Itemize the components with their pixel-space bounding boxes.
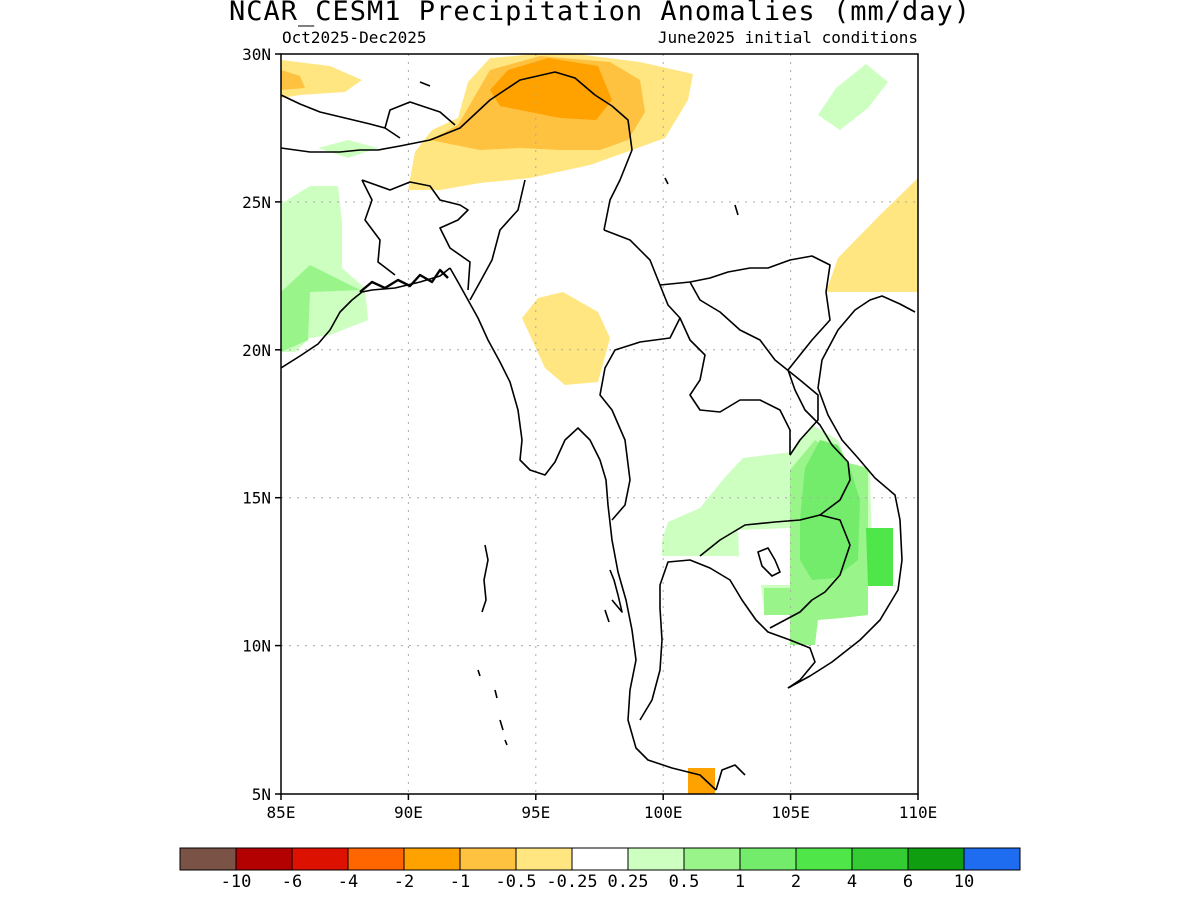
- colorbar-swatch: [683, 847, 741, 871]
- ganges-delta: [359, 268, 449, 293]
- x-tick-105e: 105E: [771, 803, 810, 822]
- map-grid: [281, 54, 918, 794]
- colorbar-label: 6: [903, 872, 913, 892]
- y-tick-20n: 20N: [242, 341, 271, 360]
- laos-thailand-border: [679, 317, 791, 455]
- x-tick-95e: 95E: [521, 803, 550, 822]
- x-tick-110e: 110E: [899, 803, 938, 822]
- anomaly-region-indochina-hole: [738, 528, 790, 585]
- map-frame: [280, 53, 919, 795]
- axis-ticks: [275, 53, 919, 800]
- colorbar-swatch: [907, 847, 965, 871]
- india-border-north: [281, 71, 633, 231]
- colorbar-label: 0.25: [608, 872, 649, 892]
- nepal-border: [281, 94, 401, 139]
- y-axis-labels: 5N 10N 15N 20N 25N 30N: [242, 45, 271, 804]
- colorbar-label: 10: [954, 872, 974, 892]
- colorbar-swatch: [571, 847, 629, 871]
- colorbar-label: 2: [791, 872, 801, 892]
- bhutan-border: [384, 101, 456, 129]
- thailand-myanmar-border: [599, 284, 681, 521]
- colorbar-swatch: [459, 847, 517, 871]
- y-tick-10n: 10N: [242, 637, 271, 656]
- anomaly-shading: [281, 54, 918, 794]
- map-title: NCAR_CESM1 Precipitation Anomalies (mm/d…: [229, 0, 971, 27]
- myanmar-india-border: [469, 179, 526, 301]
- anomaly-region-east-india-mid: [281, 265, 360, 352]
- x-tick-100e: 100E: [644, 803, 683, 822]
- anomaly-region-malaya: [688, 768, 715, 794]
- initial-conditions: June2025 initial conditions: [657, 28, 918, 47]
- thailand-gulf-coastline: [639, 559, 816, 721]
- anomaly-region-sichuan: [818, 64, 888, 130]
- colorbar-swatch: [851, 847, 909, 871]
- y-tick-15n: 15N: [242, 489, 271, 508]
- india-coastline: [281, 267, 451, 369]
- colorbar-swatch: [347, 847, 405, 871]
- cambodia-border: [699, 514, 851, 629]
- nicobar-islands: [477, 669, 508, 746]
- vietnam-laos-border: [787, 291, 851, 516]
- y-tick-25n: 25N: [242, 193, 271, 212]
- coastlines-borders: [281, 71, 916, 791]
- anomaly-region-myanmar: [522, 292, 610, 385]
- colorbar-label: -6: [282, 872, 302, 892]
- anomaly-region-tibet-core: [490, 58, 612, 120]
- laos-border: [689, 281, 819, 456]
- colorbar-swatch: [739, 847, 797, 871]
- x-tick-90e: 90E: [394, 803, 423, 822]
- colorbar-swatch: [795, 847, 853, 871]
- colorbar-swatch: [963, 847, 1021, 871]
- colorbar-label: -1: [450, 872, 470, 892]
- forecast-period: Oct2025-Dec2025: [282, 28, 427, 47]
- anomaly-region-vietnam-coast: [866, 528, 893, 586]
- anomaly-region-nepal-core: [281, 70, 305, 90]
- anomaly-region-vietnam-central: [800, 440, 860, 580]
- y-tick-30n: 30N: [242, 45, 271, 64]
- china-inland-features: [419, 81, 739, 216]
- bangladesh-west-border: [361, 179, 396, 276]
- colorbar-swatch: [403, 847, 461, 871]
- malaya-coastline: [715, 764, 746, 791]
- anomaly-region-nepal: [281, 60, 362, 98]
- colorbar-swatch: [291, 847, 349, 871]
- colorbar-label: -4: [338, 872, 358, 892]
- colorbar-swatch: [515, 847, 573, 871]
- anomaly-region-bhutan: [318, 140, 378, 158]
- anomaly-region-south-china: [826, 178, 918, 292]
- colorbar-label: -0.25: [546, 872, 597, 892]
- bangladesh-border: [361, 179, 471, 291]
- colorbar-swatch: [627, 847, 685, 871]
- vietnam-coastline: [787, 295, 916, 689]
- colorbar-label: 4: [847, 872, 857, 892]
- y-tick-5n: 5N: [252, 785, 271, 804]
- colorbar-swatch: [179, 847, 237, 871]
- colorbar: -10 -6 -4 -2 -1 -0.5 -0.25 0.25 0.5 1 2 4 6 10: [179, 847, 1021, 892]
- x-tick-85e: 85E: [267, 803, 296, 822]
- colorbar-label: -10: [221, 872, 252, 892]
- myanmar-coastline: [449, 267, 717, 791]
- colorbar-label: -0.5: [496, 872, 537, 892]
- colorbar-label: 0.5: [669, 872, 700, 892]
- myanmar-china-border: [603, 229, 831, 293]
- colorbar-label: -2: [394, 872, 414, 892]
- colorbar-label: 1: [735, 872, 745, 892]
- mergui-archipelago: [604, 569, 623, 623]
- colorbar-swatch: [235, 847, 293, 871]
- tonle-sap-lake: [757, 547, 781, 577]
- andaman-islands: [481, 544, 489, 613]
- x-axis-labels: 85E 90E 95E 100E 105E 110E: [267, 803, 938, 822]
